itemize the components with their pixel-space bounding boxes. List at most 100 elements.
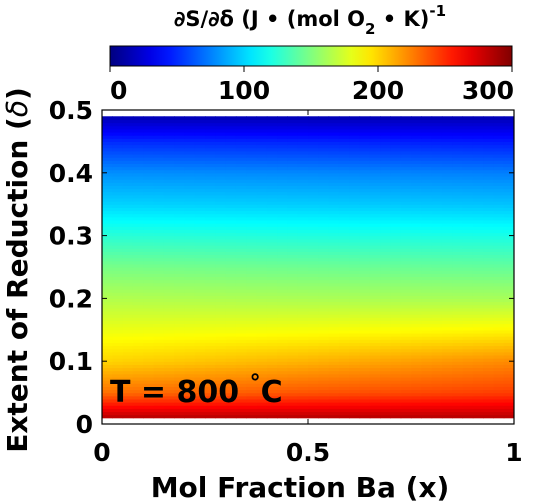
heatmap-cell (441, 116, 453, 121)
heatmap-cell (153, 342, 165, 347)
heatmap-cell (215, 175, 227, 180)
heatmap-cell (390, 163, 402, 168)
heatmap-cell (338, 135, 350, 139)
heatmap-cell (308, 245, 319, 249)
heatmap-cell (287, 414, 299, 419)
heatmap-cell (441, 153, 453, 158)
heatmap-cell (390, 207, 402, 212)
heatmap-cell (390, 245, 402, 249)
heatmap-cell (215, 314, 227, 318)
heatmap-cell (318, 201, 330, 205)
heatmap-cell (184, 210, 196, 215)
heatmap-cell (235, 348, 247, 353)
heatmap-cell (452, 235, 464, 240)
heatmap-cell (359, 405, 371, 409)
heatmap-cell (493, 329, 505, 334)
heatmap-cell (441, 295, 453, 299)
heatmap-cell (452, 254, 464, 259)
heatmap-cell (194, 317, 206, 321)
heatmap-cell (205, 285, 216, 290)
heatmap-cell (380, 270, 391, 274)
heatmap-cell (102, 219, 113, 224)
x-tick-label: 0.5 (286, 438, 330, 467)
heatmap-cell (132, 348, 144, 353)
heatmap-cell (235, 175, 247, 180)
heatmap-cell (287, 175, 299, 180)
heatmap-cell (380, 345, 391, 350)
heatmap-cell (225, 141, 237, 146)
heatmap-cell (369, 125, 381, 130)
heatmap-cell (369, 329, 381, 334)
heatmap-cell (163, 367, 175, 372)
heatmap-cell (256, 329, 268, 334)
heatmap-cell (441, 160, 453, 164)
heatmap-cell (122, 389, 134, 394)
heatmap-cell (462, 204, 474, 208)
heatmap-cell (400, 141, 412, 146)
heatmap-cell (122, 160, 134, 164)
heatmap-cell (441, 157, 453, 161)
heatmap-cell (184, 116, 196, 121)
heatmap-cell (225, 276, 237, 281)
heatmap-cell (431, 380, 443, 384)
heatmap-cell (483, 288, 494, 293)
heatmap-cell (462, 411, 474, 416)
heatmap-cell (132, 304, 144, 309)
heatmap-cell (493, 279, 505, 284)
heatmap-cell (184, 204, 196, 208)
heatmap-cell (225, 229, 237, 234)
heatmap-cell (163, 408, 175, 413)
heatmap-cell (308, 229, 319, 234)
heatmap-cell (472, 285, 484, 290)
heatmap-cell (338, 354, 350, 359)
heatmap-cell (462, 128, 474, 133)
heatmap-cell (256, 414, 268, 419)
heatmap-cell (349, 405, 361, 409)
heatmap-cell (163, 323, 175, 328)
heatmap-cell (153, 223, 165, 227)
heatmap-cell (246, 395, 258, 400)
heatmap-cell (163, 298, 175, 303)
heatmap-cell (174, 197, 185, 202)
heatmap-cell (287, 376, 299, 381)
heatmap-cell (205, 276, 216, 281)
heatmap-cell (462, 304, 474, 309)
heatmap-cell (153, 245, 165, 249)
heatmap-cell (297, 285, 309, 290)
heatmap-cell (338, 207, 350, 212)
heatmap-cell (235, 166, 247, 171)
heatmap-cell (441, 354, 453, 359)
heatmap-cell (369, 150, 381, 155)
heatmap-cell (308, 169, 319, 174)
heatmap-cell (400, 150, 412, 155)
heatmap-cell (400, 408, 412, 413)
heatmap-cell (122, 285, 134, 290)
heatmap-cell (400, 354, 412, 359)
heatmap-cell (400, 197, 412, 202)
heatmap-cell (184, 270, 196, 274)
heatmap-cell (493, 351, 505, 356)
heatmap-cell (122, 210, 134, 215)
y-tick-label: 0 (76, 410, 93, 439)
heatmap-cell (153, 204, 165, 208)
heatmap-cell (308, 298, 319, 303)
heatmap-cell (235, 282, 247, 287)
heatmap-cell (112, 116, 124, 121)
heatmap-cell (462, 389, 474, 394)
heatmap-cell (225, 307, 237, 312)
heatmap-cell (359, 392, 371, 397)
heatmap-cell (400, 364, 412, 369)
heatmap-cell (369, 279, 381, 284)
heatmap-cell (112, 405, 124, 409)
heatmap-cell (277, 320, 288, 325)
heatmap-cell (102, 361, 113, 365)
heatmap-cell (421, 185, 433, 190)
heatmap-cell (163, 185, 175, 190)
heatmap-cell (462, 267, 474, 271)
heatmap-cell (400, 248, 412, 252)
heatmap-cell (308, 282, 319, 287)
heatmap-cell (328, 194, 340, 199)
heatmap-cell (483, 329, 494, 334)
heatmap-cell (338, 317, 350, 321)
heatmap-cell (503, 383, 514, 387)
